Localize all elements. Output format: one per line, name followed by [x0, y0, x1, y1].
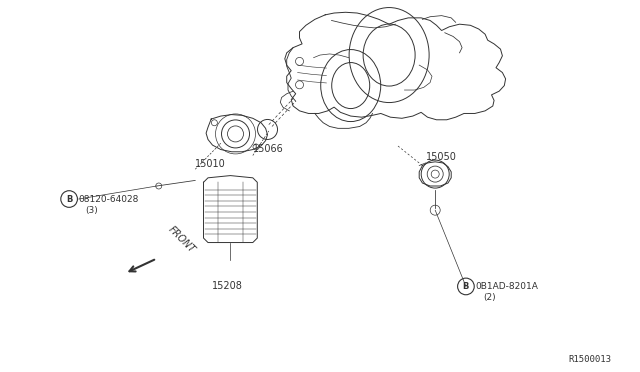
Text: 15208: 15208 [212, 281, 243, 291]
Text: 0B1AD-8201A: 0B1AD-8201A [475, 282, 538, 291]
Text: B: B [66, 195, 72, 203]
Text: R1500013: R1500013 [568, 355, 611, 364]
Text: 15066: 15066 [253, 144, 284, 154]
Text: 15010: 15010 [195, 159, 226, 169]
Text: (3): (3) [85, 206, 98, 215]
Text: FRONT: FRONT [166, 224, 197, 255]
Text: 15050: 15050 [426, 152, 456, 162]
Text: B: B [463, 282, 469, 291]
Text: 08120-64028: 08120-64028 [79, 195, 139, 203]
Text: (2): (2) [483, 293, 496, 302]
